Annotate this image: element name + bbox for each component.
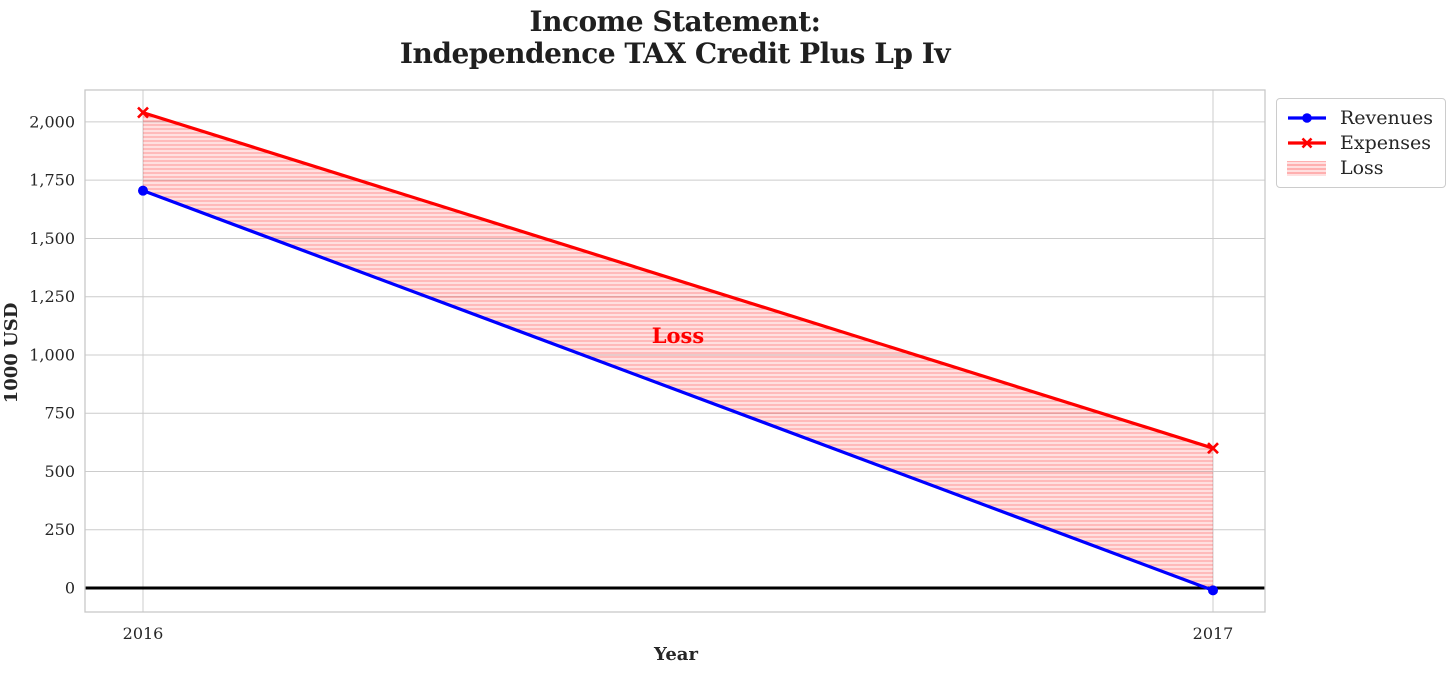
legend-item-expenses: Expenses — [1286, 130, 1433, 155]
loss-patch-sample-icon — [1287, 160, 1326, 176]
x-axis-label: Year — [653, 644, 698, 665]
legend-item-revenues: Revenues — [1286, 105, 1433, 130]
svg-text:2016: 2016 — [123, 624, 164, 643]
y-tick-labels: 0 250 500 750 1,000 1,250 1,500 1,750 2,000 — [29, 112, 75, 597]
svg-text:2017: 2017 — [1193, 624, 1234, 643]
y-axis-label: 1000 USD — [1, 303, 22, 404]
legend-item-loss: Loss — [1286, 156, 1433, 181]
legend-label-expenses: Expenses — [1340, 131, 1431, 154]
revenues-marker — [1208, 585, 1218, 596]
revenues-marker — [138, 185, 148, 196]
expenses-line-sample-icon — [1288, 137, 1326, 149]
legend: Revenues Expenses Loss — [1276, 98, 1446, 188]
svg-text:500: 500 — [44, 462, 75, 481]
legend-label-loss: Loss — [1340, 157, 1384, 180]
plot-border — [84, 89, 1266, 613]
svg-text:0: 0 — [65, 578, 75, 597]
svg-text:1,000: 1,000 — [29, 345, 75, 364]
loss-area — [143, 112, 1213, 591]
expenses-marker — [137, 106, 149, 119]
svg-text:1,750: 1,750 — [29, 171, 75, 190]
chart-title: Income Statement: Independence TAX Credi… — [85, 6, 1265, 70]
revenues-line-sample-icon — [1288, 112, 1326, 123]
revenues-line — [142, 189, 1214, 592]
loss-annotation: Loss — [652, 323, 704, 348]
svg-text:1,250: 1,250 — [29, 287, 75, 306]
svg-text:1,500: 1,500 — [29, 229, 75, 248]
chart-title-line1: Income Statement: — [529, 5, 821, 38]
expenses-line — [142, 111, 1214, 450]
legend-label-revenues: Revenues — [1340, 106, 1433, 129]
chart-title-line2: Independence TAX Credit Plus Lp Iv — [399, 37, 951, 70]
expenses-marker — [1207, 442, 1219, 455]
svg-text:750: 750 — [44, 404, 75, 423]
x-tick-labels: 2016 2017 — [123, 624, 1234, 643]
svg-text:250: 250 — [44, 520, 75, 539]
svg-text:2,000: 2,000 — [29, 112, 75, 131]
